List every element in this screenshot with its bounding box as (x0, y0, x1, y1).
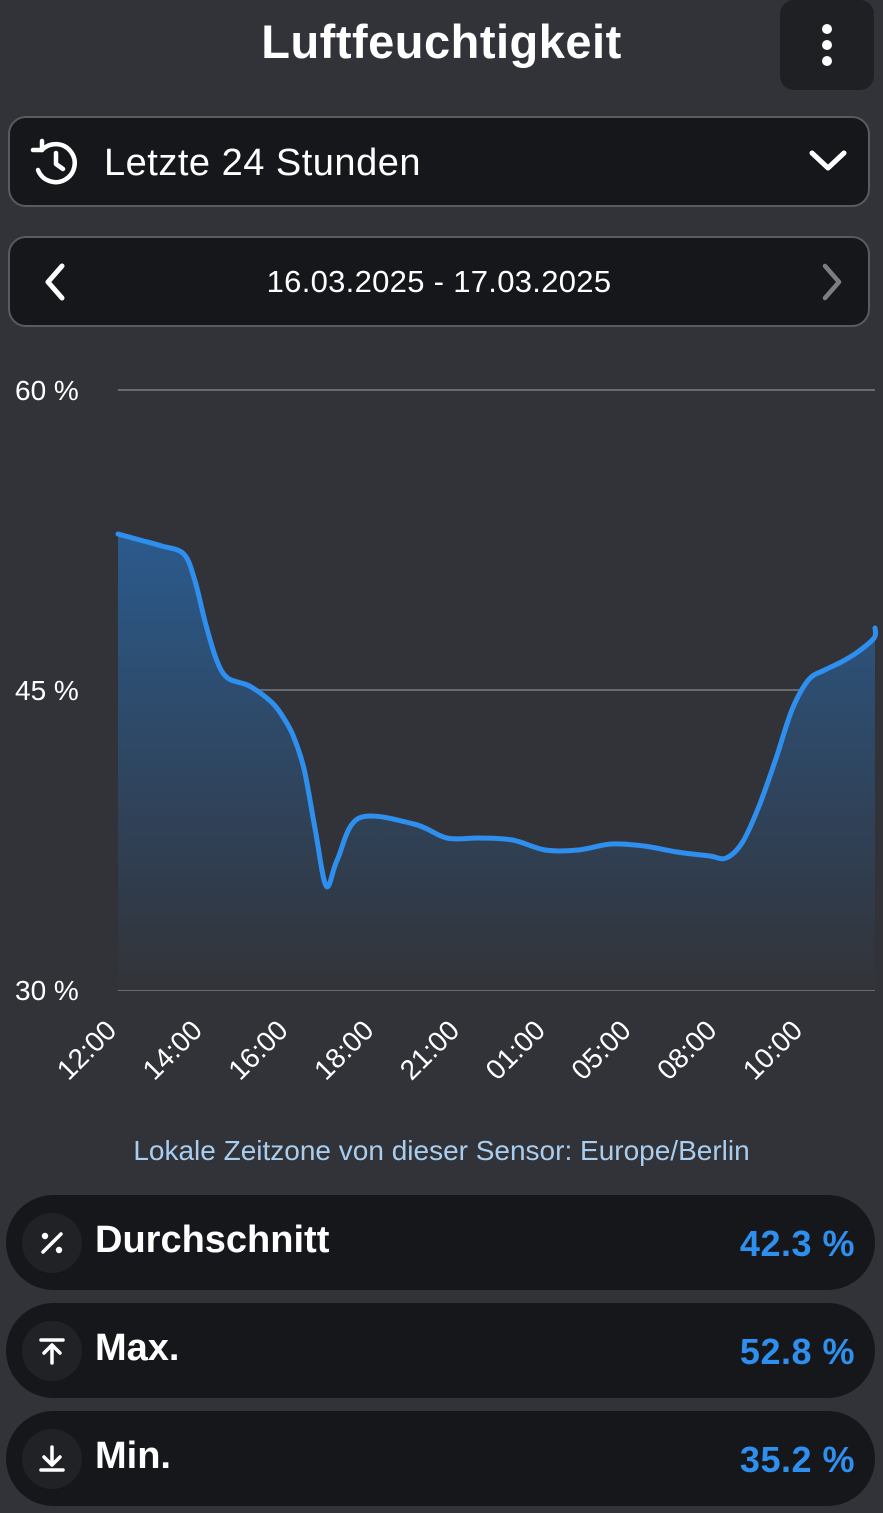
stat-label: Min. (95, 1435, 171, 1477)
x-tick-label: 12:00 (51, 1014, 122, 1085)
arrow-down-to-line-icon (22, 1429, 82, 1489)
humidity-line (115, 531, 879, 890)
timezone-note: Lokale Zeitzone von dieser Sensor: Europ… (133, 1135, 750, 1166)
x-tick-label: 05:00 (565, 1014, 636, 1085)
stat-average: Durchschnitt 42.3 % (6, 1195, 875, 1290)
chevron-right-icon[interactable] (816, 260, 848, 304)
more-vertical-icon (822, 24, 832, 66)
history-icon (30, 138, 77, 185)
page-title: Luftfeuchtigkeit (261, 15, 622, 68)
stat-value: 52.8 % (739, 1331, 855, 1372)
x-tick-label: 14:00 (137, 1014, 208, 1085)
period-label: Letzte 24 Stunden (104, 142, 421, 184)
chevron-left-icon[interactable] (38, 260, 70, 304)
y-tick-label: 30 % (15, 975, 79, 1006)
stat-min: Min. 35.2 % (6, 1411, 875, 1506)
x-tick-label: 21:00 (394, 1014, 465, 1085)
x-tick-label: 01:00 (480, 1014, 551, 1085)
humidity-area (118, 534, 876, 990)
x-tick-label: 10:00 (737, 1014, 808, 1085)
x-tick-label: 16:00 (222, 1014, 293, 1085)
more-options-button[interactable] (780, 0, 874, 90)
stat-value: 35.2 % (739, 1439, 855, 1480)
date-range: 16.03.2025 - 17.03.2025 (266, 264, 612, 299)
x-tick-label: 18:00 (308, 1014, 379, 1085)
stat-label: Max. (95, 1327, 180, 1369)
x-tick-label: 08:00 (651, 1014, 722, 1085)
chevron-down-icon (809, 150, 847, 171)
humidity-chart: 30 % 45 % 60 % 12:00 14:00 16:00 18:00 21:00 01… (15, 375, 879, 1086)
y-tick-label: 45 % (15, 675, 79, 706)
arrow-up-to-line-icon (22, 1321, 82, 1381)
y-tick-label: 60 % (15, 375, 79, 406)
stat-max: Max. 52.8 % (6, 1303, 875, 1398)
period-selector[interactable]: Letzte 24 Stunden (8, 116, 870, 207)
stat-label: Durchschnitt (95, 1219, 330, 1261)
date-navigator: 16.03.2025 - 17.03.2025 (8, 236, 870, 327)
percent-icon (22, 1213, 82, 1273)
stat-value: 42.3 % (739, 1223, 855, 1264)
